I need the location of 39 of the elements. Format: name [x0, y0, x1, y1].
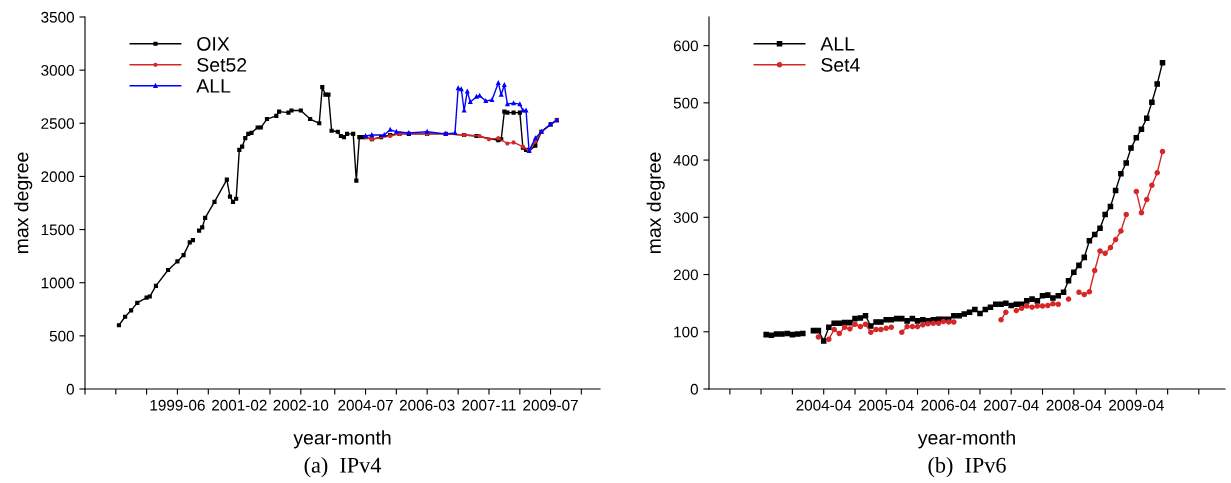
x-tick-label: 2006-04: [921, 399, 977, 411]
y-tick-label: 200: [673, 269, 698, 281]
y-axis-title: max degree: [646, 152, 665, 254]
x-tick-label: 1999-06: [150, 399, 205, 411]
legend-label: ALL: [820, 37, 855, 51]
y-tick-label: 500: [673, 97, 698, 109]
y-tick-label: 2500: [41, 118, 74, 129]
x-tick-label: 2006-03: [399, 399, 455, 411]
legend-label: OIX: [197, 36, 230, 51]
x-tick-label: 2002-10: [273, 399, 329, 411]
text: (a) IPv4: [304, 457, 382, 478]
x-axis-title: year-month: [917, 430, 1015, 449]
y-tick-label: 300: [673, 212, 698, 223]
x-tick-label: 2004-04: [796, 399, 852, 411]
y-tick-label: 0: [66, 383, 74, 395]
x-tick-label: 2009-07: [523, 399, 578, 411]
y-tick-label: 2000: [41, 171, 74, 183]
x-tick-label: 2001-02: [212, 399, 267, 411]
x-axis-title: year-month: [293, 430, 391, 449]
legend-label: Set4: [821, 58, 860, 72]
x-tick-label: 2007-04: [983, 399, 1039, 411]
y-tick-label: 500: [49, 330, 74, 342]
y-tick-label: 600: [673, 40, 698, 52]
legend-label: ALL: [196, 79, 231, 93]
y-axis-title: max degree: [14, 152, 33, 254]
y-tick-label: 3000: [41, 65, 74, 76]
y-tick-label: 3500: [41, 11, 74, 23]
y-tick-label: 1000: [41, 277, 74, 289]
y-tick-label: 1500: [41, 224, 74, 236]
y-tick-label: 400: [673, 154, 698, 166]
x-tick-label: 2004-07: [338, 399, 393, 411]
y-tick-label: 100: [674, 326, 698, 338]
text: (b) IPv6: [928, 457, 1006, 478]
x-tick-label: 2005-04: [858, 399, 914, 411]
legend-label: Set52: [197, 58, 247, 72]
x-tick-label: 2009-04: [1109, 399, 1164, 411]
x-tick-label: 2007-11: [462, 399, 516, 411]
x-tick-label: 2008-04: [1046, 399, 1102, 411]
y-tick-label: 0: [690, 383, 698, 395]
